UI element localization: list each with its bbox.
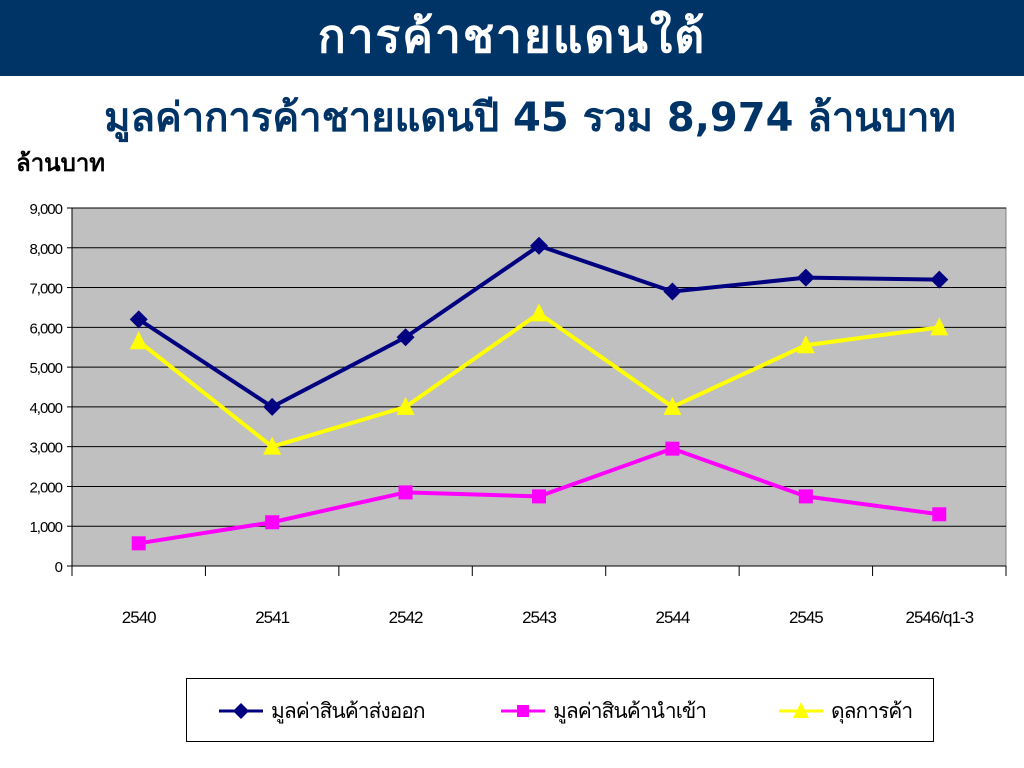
- data-point-import: [532, 489, 546, 504]
- data-point-import: [131, 536, 146, 551]
- y-tick-label: 2,000: [29, 479, 62, 496]
- data-point-balance: [663, 396, 682, 415]
- y-tick-label: 0: [55, 559, 63, 576]
- y-tick-label: 1,000: [29, 519, 62, 536]
- triangle-marker-icon: [779, 702, 823, 718]
- data-point-balance: [930, 317, 949, 336]
- data-point-balance: [129, 331, 148, 350]
- plot-area: [71, 207, 1007, 567]
- data-point-import: [665, 441, 680, 456]
- x-tick-label: 2542: [389, 608, 423, 627]
- x-tick-label: 2544: [656, 608, 690, 627]
- legend-item-balance: ดุลการค้า: [777, 679, 913, 743]
- data-point-export: [663, 282, 682, 301]
- page-subtitle: มูลค่าการค้าชายแดนปี 45 รวม 8,974 ล้านบา…: [104, 95, 956, 141]
- x-tick-label: 2545: [789, 608, 823, 627]
- y-tick-label: 9,000: [29, 201, 62, 218]
- y-tick-label: 4,000: [29, 400, 62, 417]
- legend-label-import: มูลค่าสินค้านำเข้า: [553, 699, 707, 723]
- data-point-export: [930, 270, 949, 289]
- data-point-balance: [263, 436, 282, 455]
- data-point-export: [796, 268, 815, 287]
- data-point-balance: [530, 303, 548, 322]
- x-tick-label: 2540: [122, 608, 156, 627]
- y-tick-label: 3,000: [29, 440, 62, 457]
- data-point-import: [798, 489, 813, 504]
- legend-item-export: มูลค่าสินค้าส่งออก: [217, 679, 426, 743]
- y-axis-unit-label: ล้านบาท: [16, 149, 106, 177]
- data-point-export: [263, 397, 282, 416]
- y-tick-label: 5,000: [29, 360, 62, 377]
- legend-label-export: มูลค่าสินค้าส่งออก: [271, 699, 426, 723]
- data-point-export: [129, 310, 148, 329]
- x-tick-label: 2541: [255, 608, 289, 627]
- header-bar: [0, 0, 1024, 76]
- x-tick-label: 2546/q1-3: [905, 608, 973, 627]
- data-point-import: [932, 507, 947, 522]
- page-title: การค้าชายแดนใต้: [317, 9, 707, 63]
- y-tick-label: 6,000: [29, 320, 62, 337]
- y-tick-label: 7,000: [29, 281, 62, 298]
- data-point-export: [530, 236, 548, 255]
- data-point-export: [396, 328, 415, 347]
- data-point-import: [398, 485, 413, 500]
- data-point-balance: [796, 335, 815, 354]
- data-point-balance: [396, 396, 415, 415]
- square-marker-icon: [501, 705, 545, 717]
- legend-label-balance: ดุลการค้า: [831, 699, 913, 723]
- chart-legend: มูลค่าสินค้าส่งออก มูลค่าสินค้านำเข้า ดุ…: [186, 678, 934, 742]
- legend-item-import: มูลค่าสินค้านำเข้า: [499, 679, 707, 743]
- diamond-marker-icon: [219, 703, 263, 719]
- x-tick-label: 2543: [522, 608, 556, 627]
- data-point-import: [265, 515, 280, 530]
- y-tick-label: 8,000: [29, 241, 62, 258]
